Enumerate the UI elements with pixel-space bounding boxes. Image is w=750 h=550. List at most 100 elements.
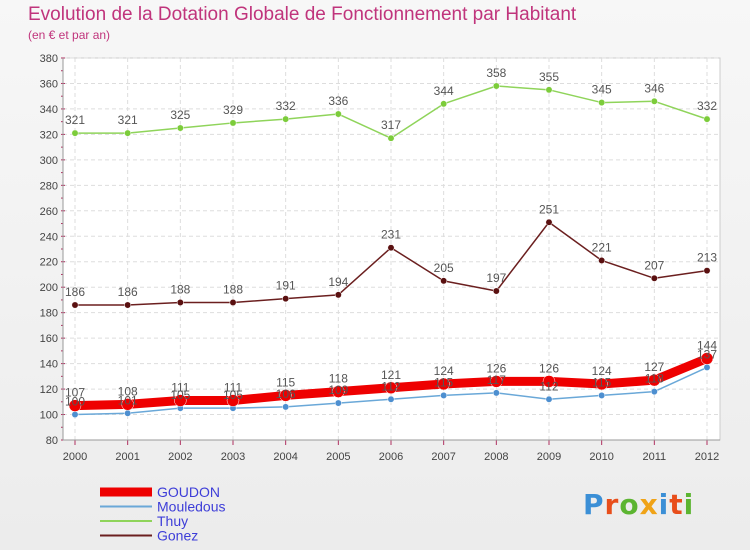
data-point-mouledous [334, 399, 342, 407]
data-label-thuy: 321 [65, 113, 85, 127]
data-point-gonez [650, 274, 658, 282]
data-label-goudon: 126 [486, 361, 506, 375]
chart-title: Evolution de la Dotation Globale de Fonc… [28, 4, 577, 25]
legend-label-mouledous: Mouledous [157, 499, 226, 515]
data-label-thuy: 321 [118, 113, 138, 127]
logo-letter: o [619, 488, 640, 521]
data-label-goudon: 108 [118, 384, 138, 398]
x-tick-label: 2010 [589, 451, 613, 463]
y-tick-label: 200 [40, 282, 58, 294]
data-label-thuy: 358 [486, 66, 506, 80]
data-label-goudon: 126 [539, 361, 559, 375]
data-label-gonez: 251 [539, 202, 559, 216]
data-point-gonez [598, 257, 606, 264]
legend-label-thuy: Thuy [157, 513, 188, 529]
data-label-goudon: 127 [644, 360, 664, 374]
data-point-goudon [700, 352, 714, 365]
x-tick-label: 2009 [537, 451, 561, 463]
data-point-gonez [387, 244, 395, 252]
data-point-mouledous [387, 395, 395, 403]
y-tick-label: 100 [40, 410, 58, 422]
data-point-gonez [176, 299, 184, 306]
data-label-mouledous: 115 [592, 375, 611, 389]
x-tick-label: 2012 [695, 451, 719, 463]
data-point-goudon [68, 399, 82, 412]
data-point-mouledous [703, 363, 711, 371]
data-label-gonez: 186 [65, 285, 85, 299]
data-label-goudon: 121 [381, 368, 401, 382]
x-tick-label: 2011 [643, 451, 667, 463]
data-label-mouledous: 106 [276, 387, 296, 401]
data-point-goudon [384, 381, 398, 395]
data-point-goudon [437, 377, 450, 391]
data-point-thuy [492, 82, 500, 90]
data-label-goudon: 124 [434, 364, 454, 378]
logo-letter: x [639, 488, 659, 521]
data-point-goudon [332, 385, 345, 398]
data-label-goudon: 107 [65, 386, 85, 400]
y-tick-label: 280 [40, 180, 58, 192]
data-label-thuy: 355 [539, 70, 559, 84]
data-label-goudon: 111 [224, 381, 243, 395]
data-label-mouledous: 112 [381, 379, 400, 393]
y-tick-label: 220 [40, 257, 58, 269]
data-label-gonez: 188 [223, 282, 243, 296]
data-point-thuy [282, 115, 290, 123]
data-point-gonez [229, 299, 237, 306]
data-label-mouledous: 100 [65, 395, 85, 409]
x-tick-label: 2008 [484, 451, 508, 463]
data-point-mouledous [492, 389, 500, 397]
y-tick-label: 160 [40, 333, 58, 345]
y-tick-label: 260 [40, 206, 58, 218]
data-point-mouledous [440, 391, 448, 399]
data-label-gonez: 191 [276, 279, 296, 293]
logo-letter: r [604, 488, 620, 521]
legend-label-goudon: GOUDON [157, 484, 220, 500]
x-tick-label: 2001 [115, 451, 139, 463]
y-tick-label: 340 [40, 104, 58, 116]
data-point-thuy [387, 134, 395, 142]
data-point-thuy [124, 129, 132, 137]
data-point-thuy [545, 86, 553, 94]
x-tick-label: 2007 [431, 451, 455, 463]
y-tick-label: 380 [40, 53, 58, 65]
data-label-thuy: 344 [434, 84, 454, 98]
data-point-goudon [121, 398, 134, 411]
data-point-goudon [648, 373, 661, 387]
data-label-goudon: 144 [697, 339, 717, 353]
data-point-gonez [492, 287, 500, 295]
data-point-gonez [545, 218, 553, 226]
data-label-mouledous: 109 [328, 383, 348, 397]
data-label-gonez: 197 [486, 271, 506, 285]
logo-letter: i [658, 488, 670, 521]
data-label-mouledous: 101 [118, 393, 138, 407]
y-tick-label: 300 [40, 155, 58, 167]
data-point-gonez [334, 291, 342, 299]
data-label-thuy: 332 [276, 99, 296, 113]
data-label-gonez: 221 [592, 240, 612, 254]
data-point-thuy [703, 115, 711, 123]
data-point-thuy [71, 129, 79, 137]
data-label-thuy: 336 [328, 94, 348, 108]
data-label-thuy: 346 [644, 81, 664, 95]
data-point-mouledous [545, 395, 553, 403]
y-tick-label: 120 [40, 384, 58, 396]
data-label-gonez: 194 [328, 275, 348, 289]
data-point-mouledous [71, 411, 79, 418]
data-label-thuy: 329 [223, 103, 243, 117]
logo-letter: P [583, 488, 605, 521]
data-label-goudon: 111 [171, 381, 190, 395]
data-point-goudon [595, 377, 608, 391]
data-label-thuy: 325 [170, 108, 190, 122]
data-point-thuy [440, 100, 448, 108]
y-tick-label: 320 [40, 129, 58, 141]
legend-label-gonez: Gonez [157, 528, 198, 544]
data-label-goudon: 115 [276, 375, 295, 389]
y-tick-label: 240 [40, 231, 58, 243]
data-point-mouledous [124, 409, 132, 417]
data-label-gonez: 231 [381, 228, 401, 242]
data-label-goudon: 124 [592, 364, 612, 378]
y-tick-label: 360 [40, 78, 58, 90]
